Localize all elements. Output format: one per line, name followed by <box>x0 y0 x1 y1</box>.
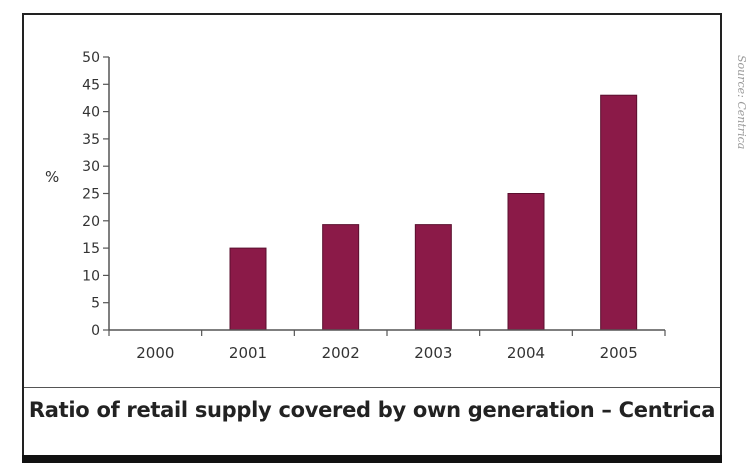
y-tick-label: 50 <box>82 50 100 66</box>
y-tick-label: 25 <box>82 187 100 203</box>
y-tick-label: 20 <box>82 214 100 230</box>
x-tick-label: 2000 <box>136 344 174 362</box>
y-tick-label: 30 <box>82 159 100 175</box>
x-tick-label: 2004 <box>507 344 545 362</box>
bar-2003 <box>414 224 452 331</box>
bar-2002 <box>322 224 360 331</box>
x-tick-label: 2001 <box>229 344 267 362</box>
caption-divider <box>24 387 720 388</box>
x-tick-label: 2002 <box>322 344 360 362</box>
y-tick-label: 5 <box>91 296 100 312</box>
bars <box>229 94 638 331</box>
source-credit: Source: Centrica <box>735 55 748 150</box>
chart-title: Ratio of retail supply covered by own ge… <box>28 398 716 422</box>
y-tick-label: 40 <box>82 105 100 121</box>
y-tick-label: 0 <box>91 323 100 339</box>
bar-2001 <box>229 247 267 331</box>
bar-2005 <box>600 94 638 331</box>
y-tick-label: 15 <box>82 241 100 257</box>
y-tick-label: 45 <box>82 77 100 93</box>
x-tick-label: 2003 <box>414 344 452 362</box>
y-axis-ticks: 0 5 10 15 20 25 30 35 40 45 50 <box>82 50 109 339</box>
y-tick-label: 35 <box>82 132 100 148</box>
y-axis-label: % <box>45 168 59 186</box>
bottom-bar <box>22 455 722 463</box>
x-axis-ticks: 2000 2001 2002 2003 2004 2005 <box>108 330 666 362</box>
y-tick-label: 10 <box>82 268 100 284</box>
x-tick-label: 2005 <box>600 344 638 362</box>
bar-2004 <box>507 193 545 331</box>
